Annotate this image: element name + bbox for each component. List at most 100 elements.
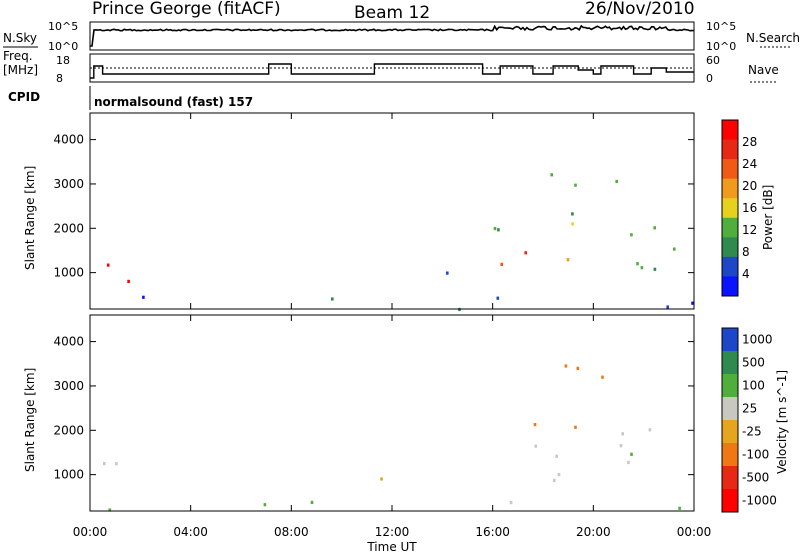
colorbar-swatch xyxy=(722,489,738,513)
heatmap-cell xyxy=(524,251,527,255)
heatmap-cell xyxy=(627,460,630,465)
heatmap-cell xyxy=(108,508,112,512)
colorbar-swatch xyxy=(722,178,738,199)
heatmap-cell xyxy=(564,364,568,368)
heatmap-cell xyxy=(142,295,145,299)
x-tick-label: 12:00 xyxy=(375,525,410,539)
heatmap-cell xyxy=(550,173,553,177)
colorbar-swatch xyxy=(722,374,738,398)
heatmap-cell xyxy=(446,271,449,275)
heatmap-cell xyxy=(331,297,334,301)
colorbar-swatch xyxy=(722,328,738,352)
velocity-colorbar-tick: -25 xyxy=(742,425,762,439)
heatmap-cell xyxy=(648,428,652,432)
velocity-colorbar: 1000 500 100 25 -25 -100 -500 -1000 xyxy=(721,327,777,513)
power-ylabel: Slant Range [km] xyxy=(23,166,37,270)
colorbar-swatch xyxy=(722,256,738,277)
heatmap-cell xyxy=(500,262,503,266)
colorbar-swatch xyxy=(722,466,738,490)
power-colorbar-tick: 12 xyxy=(742,223,757,237)
x-tick-label: 20:00 xyxy=(576,525,611,539)
colorbar-swatch xyxy=(722,139,738,160)
colorbar-frame xyxy=(721,327,739,513)
power-colorbar-tick: 24 xyxy=(742,157,757,171)
colorbar-swatch xyxy=(722,159,738,180)
beam-title: Beam 12 xyxy=(354,3,430,23)
colorbar-frame xyxy=(721,119,739,297)
station-title: Prince George (fitACF) xyxy=(92,0,281,19)
velocity-colorbar-tick: -500 xyxy=(742,471,769,485)
heatmap-cell xyxy=(103,462,106,466)
heatmap-cell xyxy=(127,279,130,283)
heatmap-cell xyxy=(496,296,500,300)
noise-panel-frame xyxy=(89,21,695,51)
heatmap-cell xyxy=(673,247,676,251)
heatmap-cell xyxy=(566,258,570,262)
time-axis-label: Time UT xyxy=(366,540,417,554)
x-tick-label: 04:00 xyxy=(173,525,208,539)
heatmap-cell xyxy=(666,305,669,309)
colorbar-swatch xyxy=(722,443,738,467)
colorbar-swatch xyxy=(722,217,738,238)
colorbar-swatch xyxy=(722,120,738,141)
velocity-colorbar-tick: 25 xyxy=(742,402,757,416)
x-tick-label: 00:00 xyxy=(677,525,712,539)
heatmap-cell xyxy=(534,444,538,448)
nave-tick-high: 60 xyxy=(706,54,720,67)
heatmap-cell xyxy=(619,444,623,448)
velocity-colorbar-label: Velocity [m s^-1] xyxy=(775,370,789,474)
freq-tick-low: 8 xyxy=(56,72,63,85)
heatmap-cell xyxy=(263,503,267,507)
y-tick-label: 2000 xyxy=(53,221,84,235)
velocity-panel-frame xyxy=(89,314,695,512)
velocity-ylabel: Slant Range [km] xyxy=(23,368,37,472)
heatmap-cell xyxy=(509,501,513,505)
heatmap-cell xyxy=(557,473,561,477)
heatmap-cell xyxy=(574,425,577,429)
heatmap-cell xyxy=(493,227,497,231)
freq-tick-high: 18 xyxy=(56,54,70,67)
power-colorbar-tick: 8 xyxy=(742,245,750,259)
x-tick-label: 16:00 xyxy=(475,525,510,539)
noise-search-label: N.Search xyxy=(746,31,800,45)
y-tick-label: 4000 xyxy=(53,133,84,147)
heatmap-cell xyxy=(601,375,604,379)
heatmap-cell xyxy=(615,179,618,184)
heatmap-cell xyxy=(653,226,656,230)
cpid-program: normalsound (fast) 157 xyxy=(94,95,253,109)
heatmap-cell xyxy=(571,212,574,216)
heatmap-cell xyxy=(553,478,556,482)
heatmap-cell xyxy=(106,263,110,267)
heatmap-cell xyxy=(555,454,558,458)
velocity-y-ticks: 1000 2000 3000 4000 xyxy=(53,335,694,482)
heatmap-cell xyxy=(678,506,681,510)
velocity-colorbar-tick: 500 xyxy=(742,356,765,370)
y-tick-label: 3000 xyxy=(53,379,84,393)
velocity-colorbar-tick: 1000 xyxy=(742,333,773,347)
heatmap-cell xyxy=(533,423,537,427)
heatmap-cell xyxy=(574,183,577,187)
y-tick-label: 1000 xyxy=(53,266,84,280)
date-title: 26/Nov/2010 xyxy=(585,0,695,19)
heatmap-cell xyxy=(691,301,694,305)
freq-label: Freq. xyxy=(3,49,33,63)
noise-right-tick-low: 10^0 xyxy=(706,40,736,53)
noise-left-tick-low: 10^0 xyxy=(48,40,78,53)
heatmap-cell xyxy=(571,222,574,226)
time-axis-ticks: 00:00 04:00 08:00 12:00 16:00 20:00 00:00 xyxy=(73,113,712,539)
heatmap-cell xyxy=(576,366,580,370)
heatmap-cell xyxy=(653,267,657,271)
colorbar-swatch xyxy=(722,198,738,219)
colorbar-swatch xyxy=(722,351,738,375)
power-heatmap xyxy=(106,173,694,312)
power-panel-frame xyxy=(89,112,695,310)
power-colorbar: 28 24 20 16 12 8 4 xyxy=(721,119,757,297)
y-tick-label: 4000 xyxy=(53,335,84,349)
velocity-colorbar-tick: -1000 xyxy=(742,494,777,508)
velocity-colorbar-tick: -100 xyxy=(742,448,769,462)
x-tick-label: 00:00 xyxy=(73,525,108,539)
freq-unit-label: [MHz] xyxy=(3,63,38,77)
power-colorbar-tick: 16 xyxy=(742,201,757,215)
heatmap-cell xyxy=(636,262,639,266)
colorbar-swatch xyxy=(722,237,738,258)
